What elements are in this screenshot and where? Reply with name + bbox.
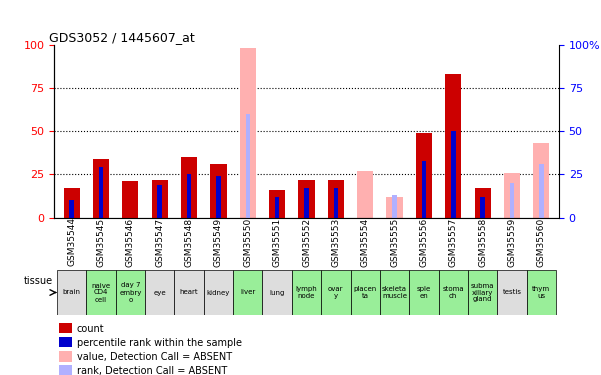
Bar bbox=[246, 114, 250, 218]
Bar bbox=[233, 270, 263, 315]
Bar bbox=[263, 270, 292, 315]
Bar bbox=[380, 270, 409, 315]
Bar bbox=[299, 180, 314, 218]
Text: rank, Detection Call = ABSENT: rank, Detection Call = ABSENT bbox=[77, 366, 227, 375]
Bar bbox=[181, 157, 197, 218]
Text: skeleta
muscle: skeleta muscle bbox=[382, 286, 407, 299]
Text: tissue: tissue bbox=[23, 276, 53, 286]
Text: subma
xillary
gland: subma xillary gland bbox=[471, 282, 495, 303]
Bar bbox=[497, 270, 526, 315]
Bar bbox=[468, 270, 497, 315]
Bar bbox=[59, 338, 72, 347]
Text: GSM35545: GSM35545 bbox=[97, 217, 106, 267]
Text: GSM35549: GSM35549 bbox=[214, 217, 223, 267]
Bar bbox=[145, 270, 174, 315]
Text: kidney: kidney bbox=[207, 290, 230, 296]
Bar bbox=[510, 183, 514, 218]
Text: testis: testis bbox=[502, 290, 522, 296]
Bar bbox=[539, 164, 543, 218]
Text: GSM35558: GSM35558 bbox=[478, 217, 487, 267]
Bar bbox=[475, 188, 490, 218]
Bar bbox=[416, 133, 432, 218]
Bar bbox=[87, 270, 116, 315]
Bar bbox=[59, 365, 72, 375]
Bar bbox=[57, 270, 87, 315]
Bar bbox=[409, 270, 439, 315]
Text: count: count bbox=[77, 324, 105, 334]
Bar bbox=[357, 171, 373, 217]
Bar bbox=[392, 195, 397, 217]
Bar bbox=[526, 270, 556, 315]
Text: GSM35551: GSM35551 bbox=[273, 217, 282, 267]
Bar bbox=[174, 270, 204, 315]
Bar bbox=[334, 188, 338, 218]
Text: GSM35557: GSM35557 bbox=[449, 217, 458, 267]
Text: thym
us: thym us bbox=[532, 286, 551, 299]
Text: lung: lung bbox=[269, 290, 285, 296]
Bar bbox=[386, 197, 403, 217]
Text: GDS3052 / 1445607_at: GDS3052 / 1445607_at bbox=[49, 31, 195, 44]
Bar bbox=[116, 270, 145, 315]
Text: GSM35548: GSM35548 bbox=[185, 217, 194, 267]
Bar bbox=[275, 197, 279, 217]
Text: ovar
y: ovar y bbox=[328, 286, 344, 299]
Bar bbox=[70, 200, 74, 217]
Text: percentile rank within the sample: percentile rank within the sample bbox=[77, 338, 242, 348]
Text: eye: eye bbox=[153, 290, 166, 296]
Bar bbox=[451, 131, 456, 218]
Text: GSM35550: GSM35550 bbox=[243, 217, 252, 267]
Bar bbox=[59, 323, 72, 333]
Text: naive
CD4
cell: naive CD4 cell bbox=[91, 282, 111, 303]
Bar bbox=[350, 270, 380, 315]
Bar bbox=[304, 188, 309, 218]
Bar bbox=[328, 180, 344, 218]
Text: GSM35544: GSM35544 bbox=[67, 217, 76, 267]
Text: sple
en: sple en bbox=[416, 286, 431, 299]
Bar bbox=[187, 174, 191, 217]
Text: GSM35555: GSM35555 bbox=[390, 217, 399, 267]
Text: day 7
embry
o: day 7 embry o bbox=[119, 282, 142, 303]
Text: lymph
node: lymph node bbox=[296, 286, 317, 299]
Bar bbox=[533, 143, 549, 218]
Text: placen
ta: placen ta bbox=[353, 286, 377, 299]
Bar bbox=[445, 74, 462, 217]
Bar bbox=[64, 188, 80, 218]
Bar bbox=[123, 181, 138, 218]
Text: GSM35560: GSM35560 bbox=[537, 217, 546, 267]
Text: GSM35559: GSM35559 bbox=[507, 217, 516, 267]
Bar bbox=[321, 270, 350, 315]
Text: value, Detection Call = ABSENT: value, Detection Call = ABSENT bbox=[77, 352, 232, 362]
Bar bbox=[99, 168, 103, 217]
Bar bbox=[93, 159, 109, 218]
Bar bbox=[216, 176, 221, 218]
Bar bbox=[240, 48, 256, 217]
Text: brain: brain bbox=[63, 290, 81, 296]
Bar bbox=[480, 197, 485, 217]
Bar bbox=[59, 351, 72, 361]
Bar bbox=[504, 172, 520, 217]
Text: liver: liver bbox=[240, 290, 255, 296]
Bar bbox=[210, 164, 227, 218]
Bar bbox=[157, 185, 162, 218]
Text: GSM35556: GSM35556 bbox=[419, 217, 429, 267]
Bar bbox=[292, 270, 321, 315]
Text: GSM35554: GSM35554 bbox=[361, 217, 370, 267]
Bar bbox=[269, 190, 285, 217]
Bar bbox=[204, 270, 233, 315]
Text: stoma
ch: stoma ch bbox=[442, 286, 464, 299]
Bar bbox=[422, 160, 426, 218]
Text: GSM35546: GSM35546 bbox=[126, 217, 135, 267]
Text: heart: heart bbox=[180, 290, 198, 296]
Text: GSM35552: GSM35552 bbox=[302, 217, 311, 267]
Text: GSM35547: GSM35547 bbox=[155, 217, 164, 267]
Bar bbox=[439, 270, 468, 315]
Text: GSM35553: GSM35553 bbox=[331, 217, 340, 267]
Bar bbox=[151, 180, 168, 218]
